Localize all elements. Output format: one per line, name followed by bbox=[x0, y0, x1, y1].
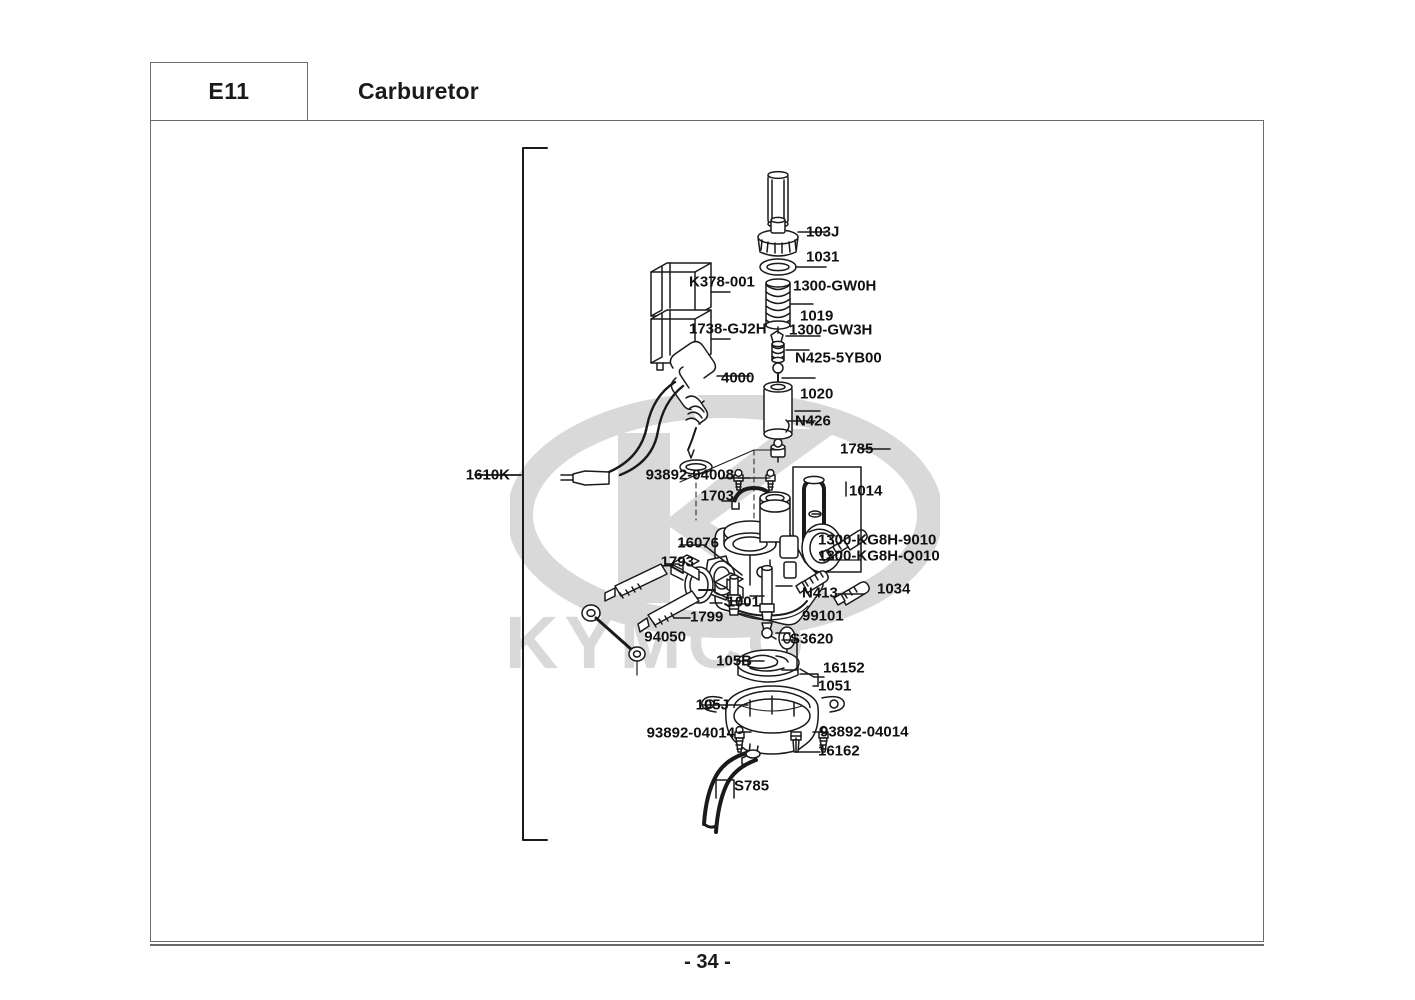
part-103J-cap bbox=[757, 216, 799, 257]
part-label-1703: 1703 bbox=[700, 487, 734, 505]
part-label-S785: S785 bbox=[734, 777, 770, 795]
part-1300-GW0H-spring bbox=[765, 278, 791, 330]
part-label-99101: 99101 bbox=[802, 607, 844, 625]
part-label-1001: 1001 bbox=[726, 593, 760, 611]
part-1019-clip bbox=[770, 326, 784, 343]
part-label-94050: 94050 bbox=[644, 628, 686, 646]
part-label-1799: 1799 bbox=[690, 608, 724, 626]
part-label-1300-GW3H: 1300-GW3H bbox=[789, 321, 873, 339]
page-number: - 34 - bbox=[684, 951, 731, 973]
part-label-16152: 16152 bbox=[823, 659, 865, 677]
assembly-group-label: 1610K bbox=[465, 466, 510, 484]
page-title: Carburetor bbox=[358, 78, 479, 104]
part-label-16076: 16076 bbox=[677, 534, 719, 552]
part-label-1014: 1014 bbox=[849, 482, 883, 500]
part-label-1300-GW0H: 1300-GW0H bbox=[793, 277, 877, 295]
part-1031-oring bbox=[759, 258, 797, 276]
part-label-93892-04014: 93892-04014 bbox=[820, 723, 909, 741]
part-label-1034: 1034 bbox=[877, 580, 911, 598]
footer-rule bbox=[150, 944, 1264, 946]
part-99101-plug bbox=[761, 622, 777, 640]
group-bracket-1610K bbox=[522, 147, 548, 841]
part-label-1785: 1785 bbox=[840, 440, 874, 458]
part-label-4000: 4000 bbox=[721, 369, 755, 387]
part-label-N425-5YB00: N425-5YB00 bbox=[795, 349, 882, 367]
part-label-N413: N413 bbox=[802, 584, 838, 602]
part-S785-hose bbox=[702, 749, 761, 834]
part-label-1020: 1020 bbox=[800, 385, 834, 403]
part-label-S3620: S3620 bbox=[790, 630, 834, 648]
header-rule bbox=[308, 119, 1264, 121]
part-label-1019: 1019 bbox=[800, 307, 834, 325]
exploded-parts-artwork bbox=[474, 147, 891, 841]
part-label-16162: 16162 bbox=[818, 742, 860, 760]
part-93892-04014-left bbox=[734, 725, 745, 753]
part-label-1031: 1031 bbox=[806, 248, 840, 266]
part-label-93892-04014: 93892-04014 bbox=[646, 724, 735, 742]
part-label-N426: N426 bbox=[795, 412, 831, 430]
section-code: E11 bbox=[208, 78, 250, 104]
part-label-1793: 1793 bbox=[660, 553, 694, 571]
part-label-1051: 1051 bbox=[818, 677, 852, 695]
part-label-105J: 105J bbox=[695, 696, 729, 714]
part-1020-needle-jet bbox=[763, 381, 793, 440]
part-label-103J: 103J bbox=[806, 223, 840, 241]
part-label-93892-04008: 93892-04008 bbox=[645, 466, 734, 484]
part-label-1300-KG8H-Q010: 1300-KG8H-Q010 bbox=[818, 547, 940, 565]
part-label-1738-GJ2H: 1738-GJ2H bbox=[689, 320, 767, 338]
section-code-box: E11 bbox=[150, 62, 308, 121]
part-K378-001-block bbox=[650, 262, 712, 324]
part-label-105B: 105B bbox=[716, 652, 752, 670]
part-label-K378-001: K378-001 bbox=[689, 273, 755, 291]
part-94050-pin bbox=[581, 604, 646, 676]
part-1300-GW3H-spring bbox=[771, 340, 785, 364]
part-N413-jet bbox=[759, 564, 775, 621]
part-label-1300-KG8H-9010: 1300-KG8H-9010 bbox=[818, 531, 937, 549]
